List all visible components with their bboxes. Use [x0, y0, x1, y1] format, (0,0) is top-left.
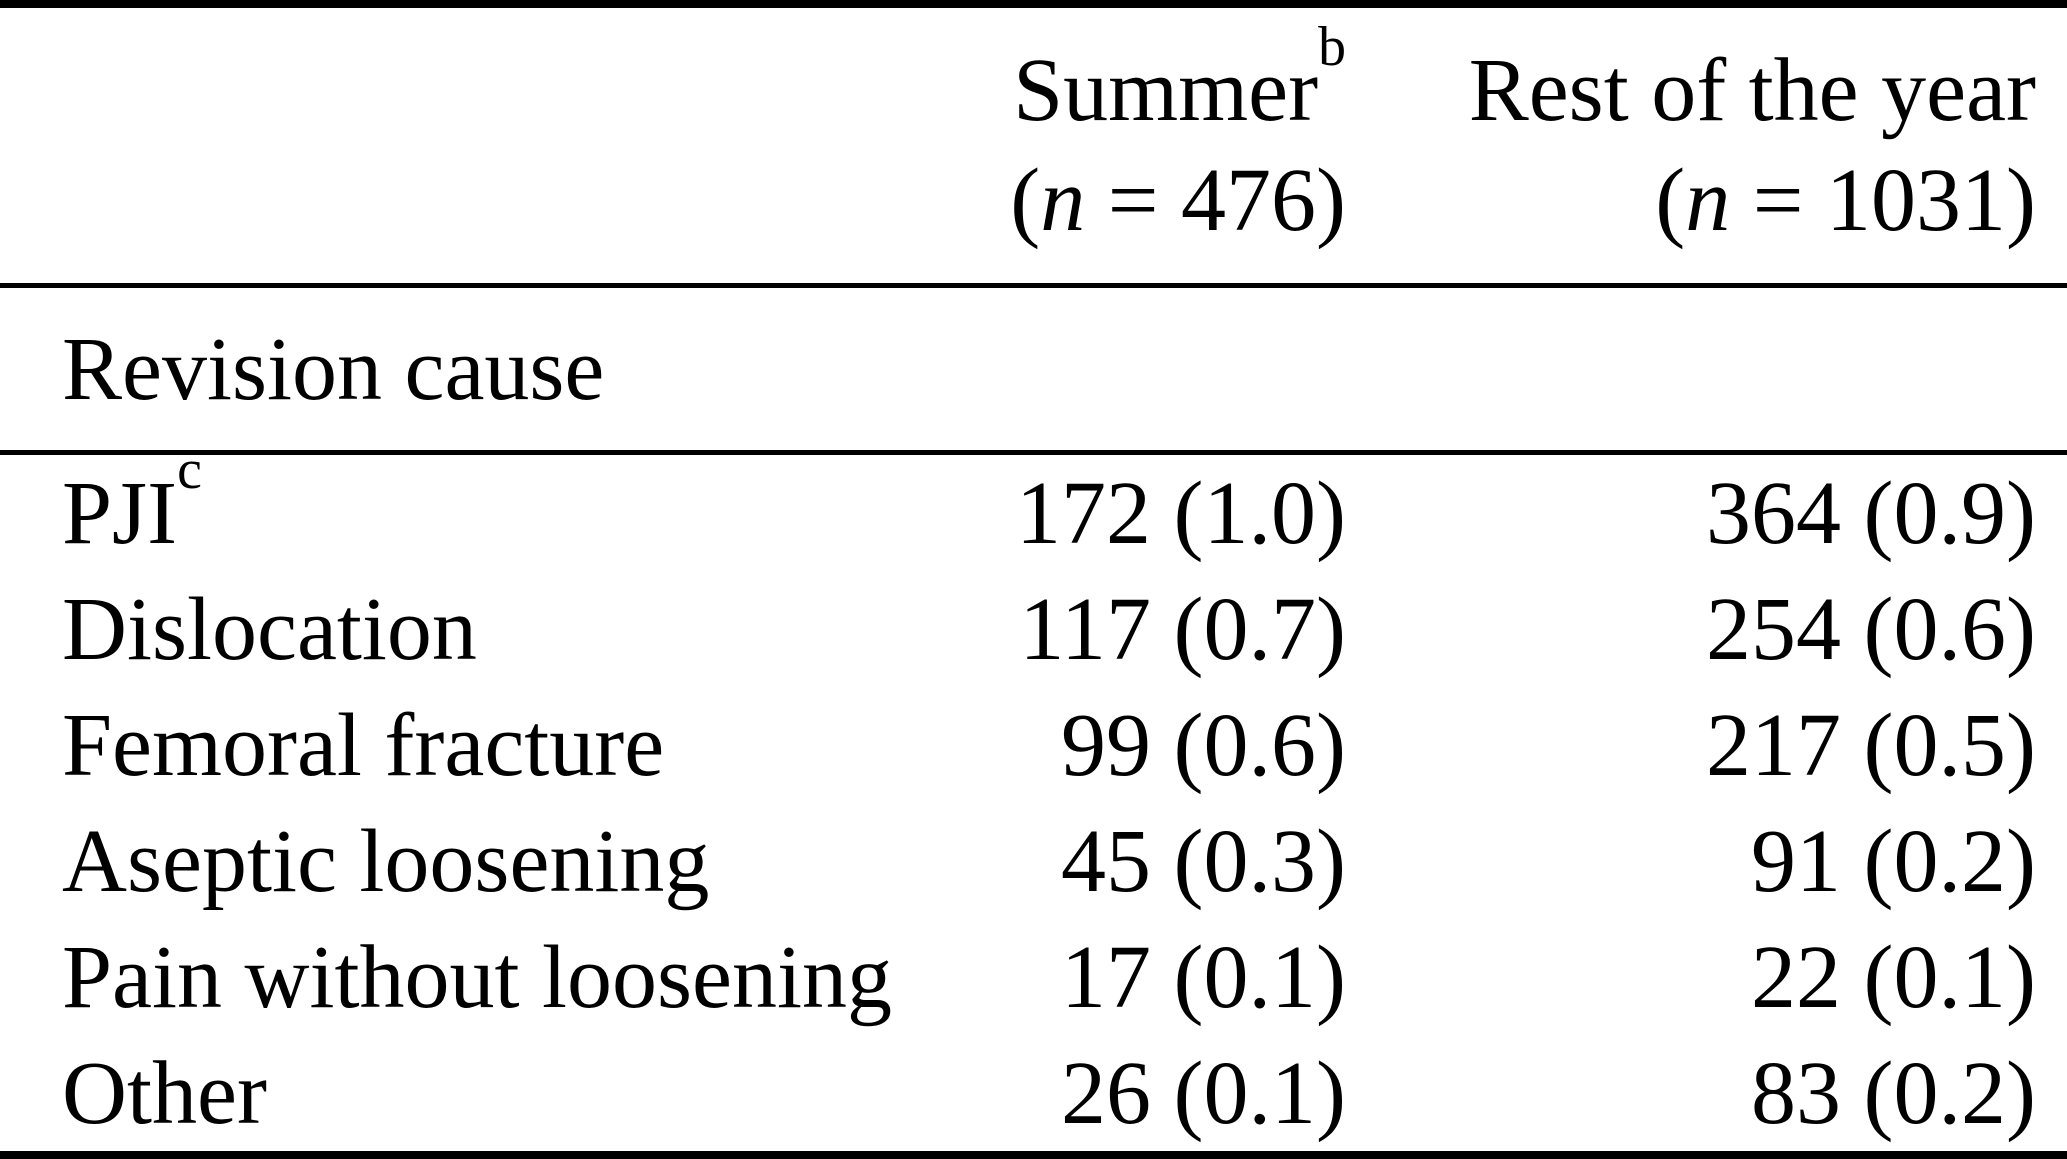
- row-label: PJIc: [0, 442, 960, 565]
- rest-value: 364 (0.9): [1706, 463, 2036, 563]
- row-label: Femoral fracture: [0, 694, 960, 797]
- summer-value: 26 (0.1): [1061, 1043, 1346, 1143]
- row-label-text: Femoral fracture: [62, 695, 665, 795]
- n-value: = 476): [1085, 150, 1346, 250]
- summer-value: 117 (0.7): [1019, 579, 1346, 679]
- row-label: Pain without loosening: [0, 926, 960, 1029]
- rest-value: 217 (0.5): [1706, 695, 2036, 795]
- row-label-text: Other: [62, 1043, 267, 1143]
- header-summer-text: Summer: [1013, 40, 1319, 140]
- table-row-pji: PJIc 172 (1.0) 364 (0.9): [0, 442, 2067, 571]
- rest-value: 83 (0.2): [1751, 1043, 2036, 1143]
- header-rest-n: (n = 1031): [1346, 146, 2036, 256]
- header-summer-title: Summerb: [960, 19, 1346, 146]
- summer-value: 45 (0.3): [1061, 811, 1346, 911]
- top-rule: [0, 0, 2067, 8]
- header-summer-footnote-marker: b: [1318, 16, 1346, 79]
- summer-value: 17 (0.1): [1061, 927, 1346, 1027]
- row-label: Aseptic loosening: [0, 810, 960, 913]
- n-symbol: n: [1685, 150, 1731, 250]
- row-label: Dislocation: [0, 578, 960, 681]
- rest-value: 91 (0.2): [1751, 811, 2036, 911]
- n-symbol: n: [1040, 150, 1086, 250]
- section-title: Revision cause: [62, 319, 605, 419]
- header-divider-rule: [0, 283, 2067, 288]
- table-row-aseptic-loosening: Aseptic loosening 45 (0.3) 91 (0.2): [0, 803, 2067, 919]
- table-row-femoral-fracture: Femoral fracture 99 (0.6) 217 (0.5): [0, 687, 2067, 803]
- bottom-rule: [0, 1151, 2067, 1159]
- table-body: PJIc 172 (1.0) 364 (0.9) Dislocation 117…: [0, 442, 2067, 1151]
- table-row-dislocation: Dislocation 117 (0.7) 254 (0.6): [0, 571, 2067, 687]
- rest-value: 22 (0.1): [1751, 927, 2036, 1027]
- rest-value: 254 (0.6): [1706, 579, 2036, 679]
- header-rest-cell: Rest of the year (n = 1031): [1346, 36, 2036, 256]
- n-open-paren: (: [1655, 150, 1686, 250]
- header-rest-text: Rest of the year: [1468, 40, 2036, 140]
- section-header-row: Revision cause: [0, 288, 2067, 450]
- row-label-text: PJI: [62, 463, 178, 563]
- header-summer-cell: Summerb (n = 476): [960, 19, 1346, 256]
- row-footnote-marker: c: [177, 439, 202, 502]
- summer-value: 172 (1.0): [1016, 463, 1346, 563]
- row-label-text: Dislocation: [62, 579, 477, 679]
- header-summer-n: (n = 476): [960, 146, 1346, 256]
- table-header-row: Summerb (n = 476) Rest of the year (n = …: [0, 8, 2067, 283]
- n-open-paren: (: [1010, 150, 1041, 250]
- section-divider-rule: [0, 450, 2067, 455]
- row-label-text: Pain without loosening: [62, 927, 892, 1027]
- summer-value: 99 (0.6): [1061, 695, 1346, 795]
- row-label: Other: [0, 1042, 960, 1145]
- header-rest-title: Rest of the year: [1346, 36, 2036, 146]
- n-value: = 1031): [1730, 150, 2036, 250]
- row-label-text: Aseptic loosening: [62, 811, 710, 911]
- table-row-other: Other 26 (0.1) 83 (0.2): [0, 1035, 2067, 1151]
- table-row-pain-without-loosening: Pain without loosening 17 (0.1) 22 (0.1): [0, 919, 2067, 1035]
